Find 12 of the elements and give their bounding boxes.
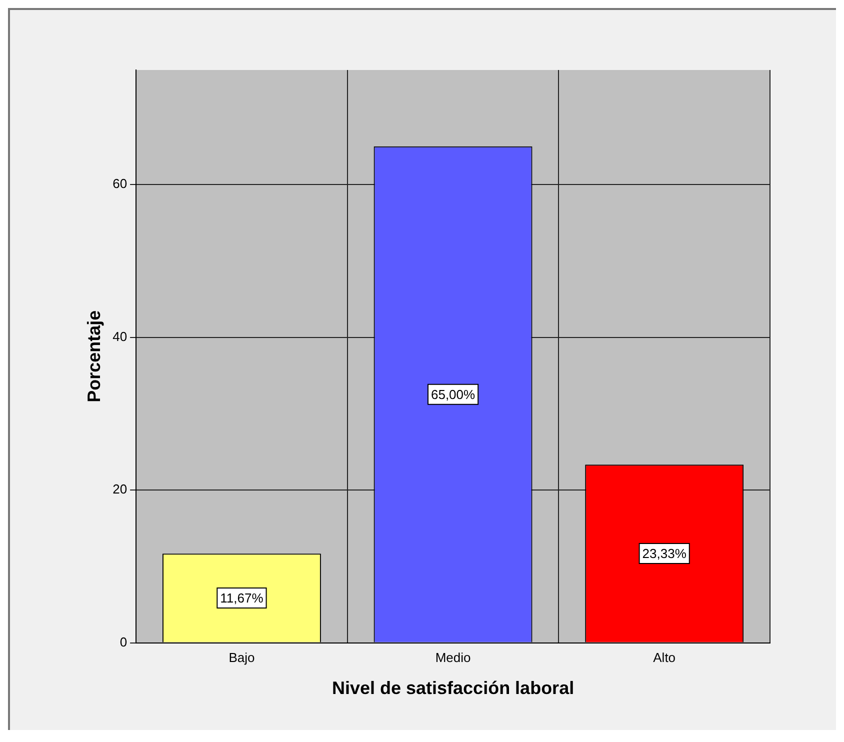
- y-axis-title: Porcentaje: [84, 310, 104, 402]
- x-axis-title: Nivel de satisfacción laboral: [332, 678, 574, 698]
- y-tick-label: 20: [112, 482, 128, 497]
- data-label: 11,67%: [220, 590, 264, 606]
- x-tick-label: Alto: [653, 650, 676, 666]
- y-tick-label: 60: [112, 176, 128, 192]
- y-tick-label: 0: [120, 634, 128, 650]
- x-tick-label: Bajo: [228, 650, 255, 666]
- data-label: 65,00%: [430, 386, 476, 402]
- x-tick-label: Medio: [435, 650, 471, 666]
- data-label: 23,33%: [642, 546, 687, 562]
- y-tick-label: 40: [112, 328, 128, 344]
